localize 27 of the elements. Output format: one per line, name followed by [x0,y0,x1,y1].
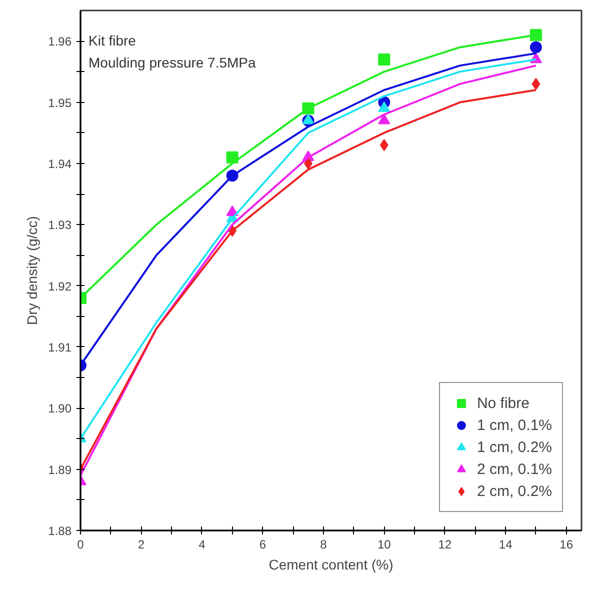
y-tick-label: 1.95 [48,96,72,110]
x-axis-title: Cement content (%) [268,556,394,572]
legend-label: 1 cm, 0.1% [476,416,552,434]
legend-label: 2 cm, 0.2% [476,482,552,500]
x-tick-label: 16 [560,538,574,552]
x-tick-label: 2 [138,538,145,552]
legend-label: 1 cm, 0.2% [476,438,552,456]
x-tick-label: 4 [198,538,206,552]
legend-label: 2 cm, 0.1% [476,460,552,478]
y-tick-label: 1.94 [48,156,72,171]
y-tick-label: 1.91 [48,340,72,354]
y-tick-label: 1.96 [48,34,72,49]
x-tick-label: 0 [77,538,84,552]
x-tick-label: 14 [498,538,513,552]
x-tick-label: 8 [320,538,328,552]
x-tick-label: 6 [259,538,266,552]
y-tick-label: 1.93 [48,218,72,232]
y-tick-label: 1.92 [48,279,72,294]
annotation: Moulding pressure 7.5MPa [88,54,256,70]
y-tick-label: 1.88 [48,524,72,538]
x-tick-label: 10 [377,538,392,552]
x-tick-label: 12 [438,538,452,552]
annotation: Kit fibre [88,32,136,48]
legend-label: No fibre [476,394,530,412]
y-tick-label: 1.90 [48,402,72,416]
y-tick-label: 1.89 [48,462,72,477]
y-axis-title: Dry density (g/cc) [24,216,40,325]
